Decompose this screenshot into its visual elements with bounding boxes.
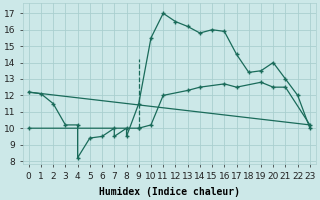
- X-axis label: Humidex (Indice chaleur): Humidex (Indice chaleur): [99, 186, 240, 197]
